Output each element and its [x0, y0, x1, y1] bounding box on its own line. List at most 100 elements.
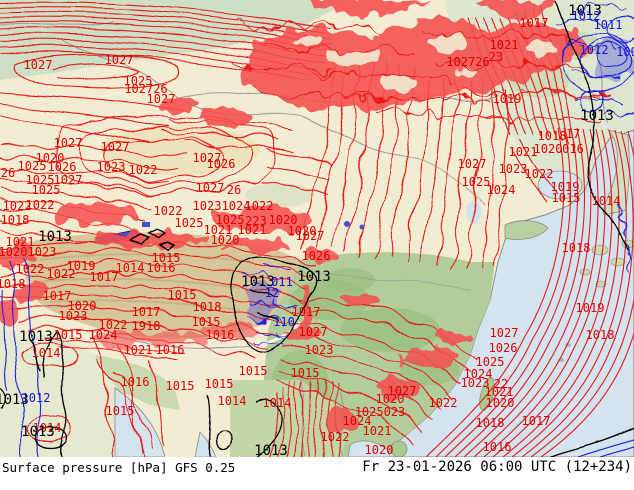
pressure-label: 1020 [36, 151, 65, 165]
pressure-label: 1016 [121, 375, 150, 389]
pressure-label: 1021 [485, 385, 514, 399]
pressure-label: 1017 [43, 289, 72, 303]
pressure-label: 1024 [464, 367, 493, 381]
pressure-label: 1016 [156, 343, 185, 357]
pressure-label: 1022 [154, 204, 183, 218]
pressure-label: 1024 [343, 414, 372, 428]
low-center-shading [594, 34, 634, 82]
pressure-label: 1018 [538, 129, 567, 143]
pressure-label: 1022 [16, 262, 45, 276]
pressure-label: 1017 [292, 305, 321, 319]
pressure-label: 1020 [0, 245, 27, 259]
pressure-label: 1025 [476, 355, 505, 369]
pressure-label: 1021 [124, 343, 153, 357]
pressure-label: 1020 [486, 396, 515, 410]
pressure-label: 1024 [487, 183, 516, 197]
pressure-label: 1014 [116, 261, 145, 275]
pressure-label: 1013 [241, 274, 275, 290]
pressure-label: 1023 [28, 245, 57, 259]
pressure-label: 1027 [296, 229, 325, 243]
pressure-label: 1918 [132, 319, 161, 333]
pressure-label: 102726 [446, 55, 489, 69]
pressure-label: 1027 [196, 181, 225, 195]
pressure-label: 1027 [54, 173, 83, 187]
pressure-label: 22 [494, 377, 508, 391]
pressure-label: 1015 [552, 191, 581, 205]
pressure-label: 1017 [520, 16, 549, 30]
pressure-label: 1012 [572, 9, 601, 23]
pressure-label: 1013 [580, 108, 614, 124]
pressure-label: 1016 [483, 440, 512, 454]
pressure-label: 016 [562, 142, 584, 156]
caption-bar: Surface pressure [hPa] GFS 0.25 Fr 23-01… [0, 457, 634, 490]
isobar-cluster-gaps [298, 36, 556, 90]
pressure-label: 1019 [576, 301, 605, 315]
pressure-label: 1015 [205, 377, 234, 391]
pressure-label: 1015 [106, 404, 135, 418]
pressure-label: 1013 [297, 269, 331, 285]
pressure-label: 1011 [594, 18, 623, 32]
pressure-label: 1025 [462, 175, 491, 189]
pressure-label: 1022 [429, 396, 458, 410]
pressure-label: 1015 [168, 288, 197, 302]
pressure-label: 1025 [216, 213, 245, 227]
pressure-label: 1024 [222, 199, 251, 213]
pressure-label: 1020 [68, 299, 97, 313]
pressure-label: 1022 [321, 430, 350, 444]
pressure-label: 1020 [534, 142, 563, 156]
pressure-label: 1018 [586, 328, 615, 342]
pressure-label: 1026 [489, 341, 518, 355]
pressure-label: 1027 [54, 136, 83, 150]
pressure-label: 1024 [89, 328, 118, 342]
pressure-label: 1014 [33, 421, 62, 435]
pressure-label: 1019 [493, 92, 522, 106]
caption-parameter: Surface pressure [hPa] GFS 0.25 [2, 460, 236, 475]
pressure-label: 1023 [305, 343, 334, 357]
pressure-label: 1021 [490, 38, 519, 52]
caption-valid-time: Fr 23-01-2026 06:00 UTC (12+234) [362, 459, 632, 475]
isobars-low-corner [577, 439, 634, 457]
pressure-label: 1027 [490, 326, 519, 340]
pressure-label: 1021 [6, 235, 35, 249]
pressure-label: 1017 [90, 270, 119, 284]
isobar-scribbles-low-ne [559, 5, 634, 271]
pressure-label: 1025 [18, 159, 47, 173]
pressure-label: 1027 [458, 157, 487, 171]
pressure-label: 1022 [99, 318, 128, 332]
pressure-label: 1022 [26, 198, 55, 212]
isobar-scribbles-north [229, 19, 611, 123]
pressure-label: 1020 [269, 213, 298, 227]
pressure-label: 1027 [299, 325, 328, 339]
pressure-label: 1013 [19, 329, 53, 345]
pressure-label: 011 [271, 275, 293, 289]
pressure-label: 1015 [152, 251, 181, 265]
pressure-label: 223 [245, 214, 267, 228]
pressure-label: 1027 [24, 58, 53, 72]
pressure-label: 1020 [211, 233, 240, 247]
pressure-label: 1018 [1, 213, 30, 227]
pressure-label: 1021 [363, 424, 392, 438]
pressure-label: 1021 [204, 223, 233, 237]
pressure-label: 1013 [0, 392, 29, 408]
pressure-label: 1017 [522, 414, 551, 428]
pressure-label: 1022 [245, 199, 274, 213]
pressure-label: 1016 [147, 261, 176, 275]
pressure-label: 26 [227, 183, 241, 197]
pressure-label: 26 [1, 166, 15, 180]
pressure-label: 1025 [124, 74, 153, 88]
pressure-label: 1027 [105, 53, 134, 67]
pressure-label: 1014 [32, 346, 61, 360]
pressure-label: 1026 [302, 249, 331, 263]
pressure-label: 1016 [206, 328, 235, 342]
isobar-1013-lines [0, 1, 634, 457]
pressure-label: 1015 [239, 364, 268, 378]
pressure-label: 1017 [132, 305, 161, 319]
pressure-label: 1022 [525, 167, 554, 181]
pressure-label: 1023 [59, 309, 88, 323]
pressure-label: 1025 [32, 183, 61, 197]
pressure-label: 1019 [551, 180, 580, 194]
pressure-label: 1026 [207, 157, 236, 171]
pressure-label: 1012 [580, 43, 609, 57]
sichuan-low-shading [248, 280, 276, 320]
